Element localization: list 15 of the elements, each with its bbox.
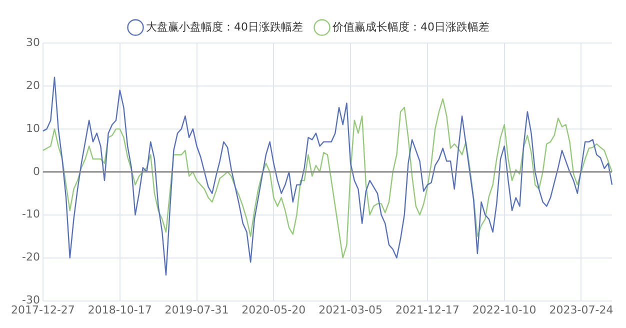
y-tick-label: 30 [26,36,40,49]
y-tick-label: 0 [32,164,40,178]
x-tick-label: 2018-10-17 [88,303,152,316]
y-tick-label: 20 [26,78,40,92]
x-tick-label: 2020-05-20 [242,303,306,316]
legend-label: 大盘赢小盘幅度：40日涨跌幅差 [146,20,304,34]
y-tick-label: 10 [26,122,40,135]
x-tick-label: 2021-03-05 [318,303,383,316]
x-tick-label: 2021-12-17 [395,303,460,316]
x-tick-label: 2019-07-31 [164,303,229,316]
y-tick-label: -10 [22,208,40,221]
y-tick-label: -20 [22,250,40,264]
x-tick-label: 2023-07-24 [549,303,614,316]
legend-label: 价值赢成长幅度：40日涨跌幅差 [332,20,490,34]
x-tick-label: 2022-10-10 [472,303,536,316]
